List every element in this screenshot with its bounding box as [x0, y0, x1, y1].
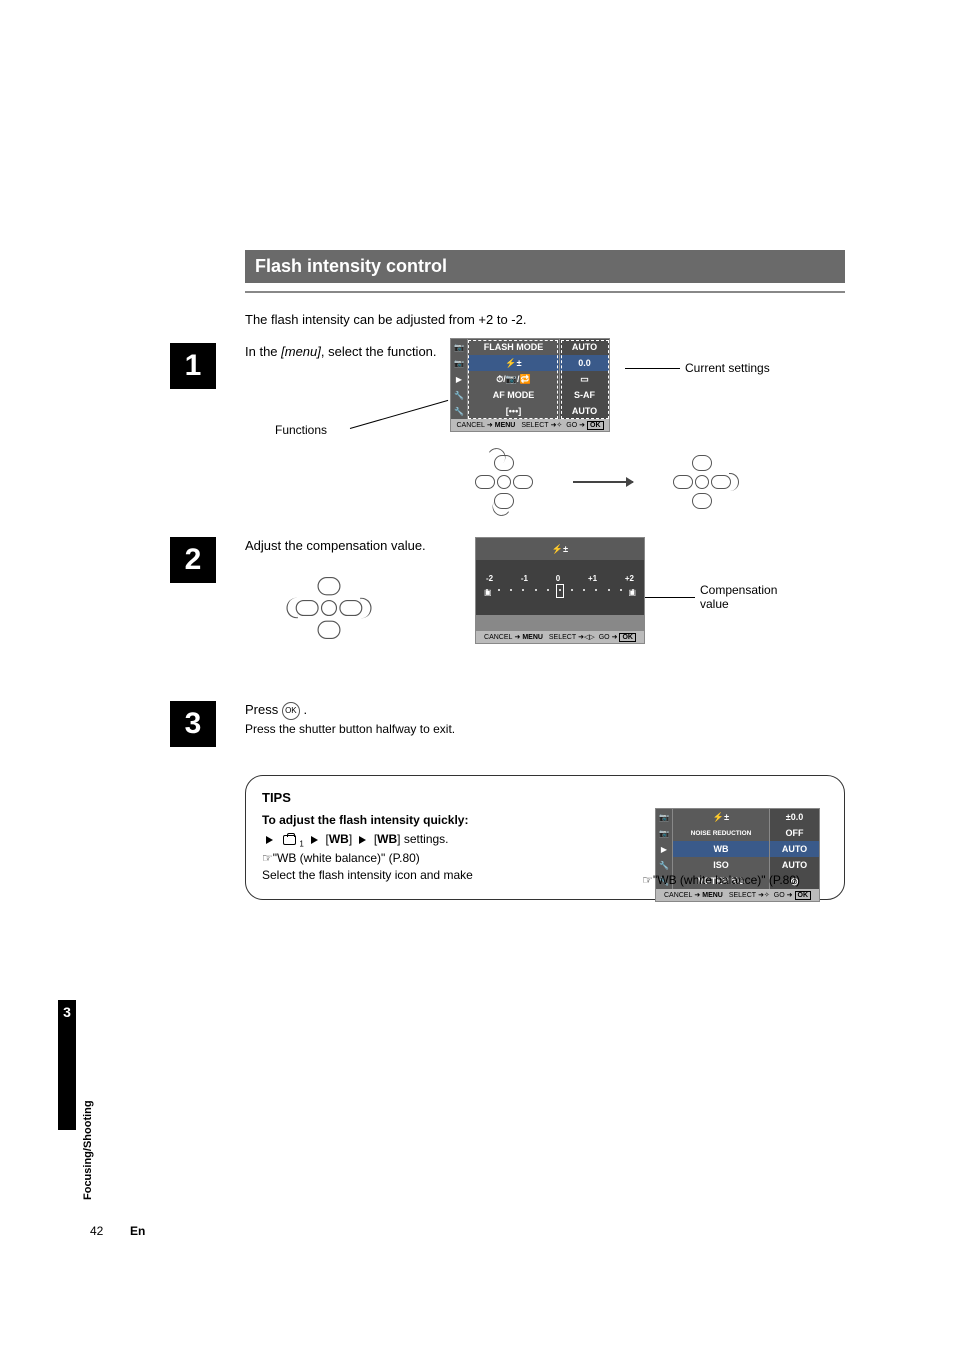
ref-text: ☞"WB (white balance)" (P.80) [262, 851, 420, 865]
tips-box: TIPS To adjust the flash intensity quick… [245, 775, 845, 900]
language-code: En [130, 1224, 145, 1238]
step3-text: Press OK . Press the shutter button half… [245, 701, 645, 738]
dpad-icon [296, 575, 363, 642]
section-title: Flash intensity control [245, 250, 845, 283]
caption-compensation: Compensation value [700, 583, 800, 611]
rule [245, 291, 845, 293]
menu-footer: CANCEL➜MENU SELECT➜✧ GO➜OK [451, 419, 609, 431]
intro-text: The flash intensity can be adjusted from… [245, 311, 845, 329]
menu-screenshot-1: 📷FLASH MODEAUTO 📷⚡±0.0 ▶⏱/📷/🔁▭ 🔧AF MODES… [450, 338, 610, 432]
step1-text: In the [menu], select the function. [245, 343, 440, 361]
ev-scale-screen: ⚡± -2 -1 0 +1 +2 ▣ ▣ CANCEL➜MENU SELECT➜… [475, 537, 645, 644]
chapter-label: Focusing/Shooting [82, 1000, 94, 1200]
step-number-2: 2 [170, 537, 216, 583]
menu-screenshot-2: 📷⚡±±0.0 📷NOISE REDUCTIONOFF ▶WBAUTO 🔧ISO… [655, 808, 820, 902]
dpad-icon [475, 453, 533, 511]
step-number-1: 1 [170, 343, 216, 389]
tips-body: 1 [WB] [WB] settings. ☞"WB (white balanc… [262, 831, 562, 883]
tips-ref: ☞"WB (white balance)" (P.80) [642, 873, 800, 887]
play-icon [266, 836, 273, 844]
page-number: 42 [90, 1224, 103, 1238]
dpad-icon [673, 453, 731, 511]
ok-button-icon: OK [282, 702, 300, 720]
caption-functions: Functions [275, 423, 327, 437]
tips-title: TIPS [262, 790, 828, 805]
camera-icon [283, 835, 296, 845]
step-number-3: 3 [170, 701, 216, 747]
arrow-icon [573, 481, 633, 483]
caption-settings: Current settings [685, 361, 770, 375]
step2-text: Adjust the compensation value. [245, 537, 440, 555]
chapter-tab: 3 [58, 1000, 76, 1130]
